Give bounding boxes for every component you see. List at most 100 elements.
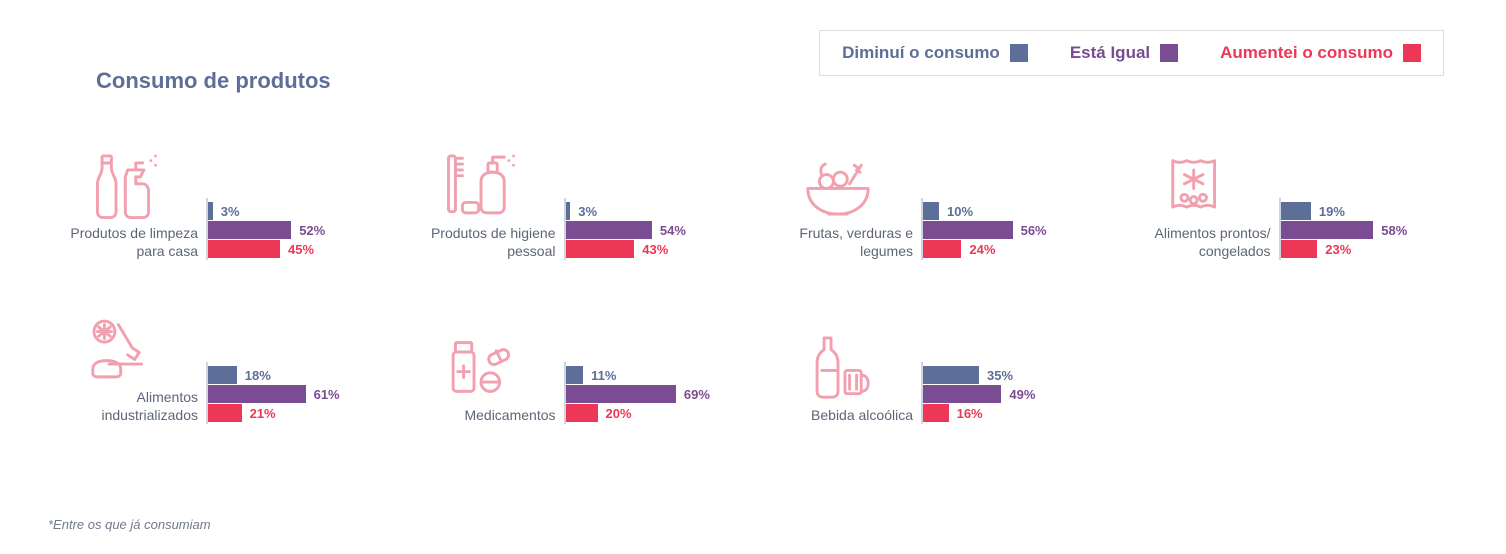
bar-value-label: 56% [1021,223,1047,238]
bar-value-label: 10% [947,204,973,219]
category-left: Produtos de limpeza para casa [48,139,206,260]
category-grid: Produtos de limpeza para casa3%52%45%Pro… [48,130,1458,424]
bar-row-same: 54% [566,221,744,239]
bar-row-decreased: 10% [923,202,1101,220]
bar-value-label: 23% [1325,242,1351,257]
category-label: Frutas, verduras e legumes [763,225,913,260]
legend-item-decreased: Diminuí o consumo [842,43,1028,63]
bar-row-same: 58% [1281,221,1459,239]
bar-increased [566,240,635,258]
bar-same [208,385,306,403]
category-label: Alimentos industrializados [48,389,198,424]
bar-value-label: 52% [299,223,325,238]
processed-icon [48,303,198,385]
legend-label: Aumentei o consumo [1220,43,1393,63]
bar-increased [208,404,242,422]
legend-swatch [1403,44,1421,62]
bar-row-increased: 45% [208,240,386,258]
bar-decreased [208,202,213,220]
category-bars: 3% 54% 43% [564,198,744,260]
bar-increased [566,404,598,422]
bar-decreased [1281,202,1311,220]
bar-same [923,221,1013,239]
bar-same [1281,221,1374,239]
bar-decreased [208,366,237,384]
bar-increased [1281,240,1318,258]
category-frutas-verduras: Frutas, verduras e legumes 10% 56% 24% [763,130,1101,260]
bar-row-increased: 24% [923,240,1101,258]
legend-item-increased: Aumentei o consumo [1220,43,1421,63]
legend-swatch [1160,44,1178,62]
bar-value-label: 20% [606,406,632,421]
category-bars: 19% 58% 23% [1279,198,1459,260]
bar-value-label: 69% [684,387,710,402]
bar-row-increased: 16% [923,404,1101,422]
bar-row-same: 61% [208,385,386,403]
bar-row-increased: 43% [566,240,744,258]
frozen-icon [1121,139,1271,221]
category-left: Alimentos industrializados [48,303,206,424]
category-label: Medicamentos [464,407,555,425]
bar-value-label: 49% [1009,387,1035,402]
bar-value-label: 35% [987,368,1013,383]
bar-value-label: 19% [1319,204,1345,219]
legend-label: Está Igual [1070,43,1150,63]
category-label: Produtos de higiene pessoal [406,225,556,260]
bar-value-label: 18% [245,368,271,383]
category-congelados: Alimentos prontos/ congelados 19% 58% 23% [1121,130,1459,260]
bar-value-label: 11% [591,368,616,383]
bar-value-label: 58% [1381,223,1407,238]
bar-decreased [566,366,584,384]
legend-item-same: Está Igual [1070,43,1178,63]
category-label: Alimentos prontos/ congelados [1121,225,1271,260]
category-left: Alimentos prontos/ congelados [1121,139,1279,260]
legend: Diminuí o consumo Está Igual Aumentei o co… [819,30,1444,76]
bar-decreased [923,366,979,384]
bar-value-label: 3% [578,204,597,219]
category-bars: 35% 49% 16% [921,362,1101,424]
bar-value-label: 43% [642,242,668,257]
category-limpeza-casa: Produtos de limpeza para casa 3% 52% 45% [48,130,386,260]
bar-value-label: 3% [221,204,240,219]
alcohol-icon [763,321,913,403]
category-left: Medicamentos [406,321,564,425]
bar-value-label: 61% [314,387,340,402]
medicine-icon [406,321,556,403]
legend-swatch [1010,44,1028,62]
footnote: *Entre os que já consumiam [48,517,211,532]
category-higiene-pessoal: Produtos de higiene pessoal 3% 54% 43% [406,130,744,260]
category-bebida-alcoolica: Bebida alcoólica 35% 49% 16% [763,294,1101,424]
bar-row-same: 56% [923,221,1101,239]
bar-value-label: 54% [660,223,686,238]
legend-label: Diminuí o consumo [842,43,1000,63]
category-industrializados: Alimentos industrializados 18% 61% 21% [48,294,386,424]
bar-decreased [923,202,939,220]
bar-row-decreased: 19% [1281,202,1459,220]
bar-row-same: 69% [566,385,744,403]
category-bars: 3% 52% 45% [206,198,386,260]
bar-decreased [566,202,571,220]
bar-row-decreased: 3% [566,202,744,220]
bar-row-decreased: 18% [208,366,386,384]
category-bars: 18% 61% 21% [206,362,386,424]
bar-same [566,385,676,403]
hygiene-icon [406,139,556,221]
bar-increased [923,240,961,258]
category-bars: 11% 69% 20% [564,362,744,424]
bar-row-decreased: 35% [923,366,1101,384]
infographic-title: Consumo de produtos [96,68,331,94]
category-bars: 10% 56% 24% [921,198,1101,260]
bar-same [208,221,291,239]
cleaning-icon [48,139,198,221]
bar-same [566,221,652,239]
category-medicamentos: Medicamentos 11% 69% 20% [406,294,744,424]
bar-row-decreased: 11% [566,366,744,384]
category-left: Bebida alcoólica [763,321,921,425]
bar-row-same: 52% [208,221,386,239]
bar-increased [923,404,949,422]
bar-row-increased: 23% [1281,240,1459,258]
bar-value-label: 45% [288,242,314,257]
bar-value-label: 21% [250,406,276,421]
bar-row-increased: 21% [208,404,386,422]
produce-icon [763,139,913,221]
